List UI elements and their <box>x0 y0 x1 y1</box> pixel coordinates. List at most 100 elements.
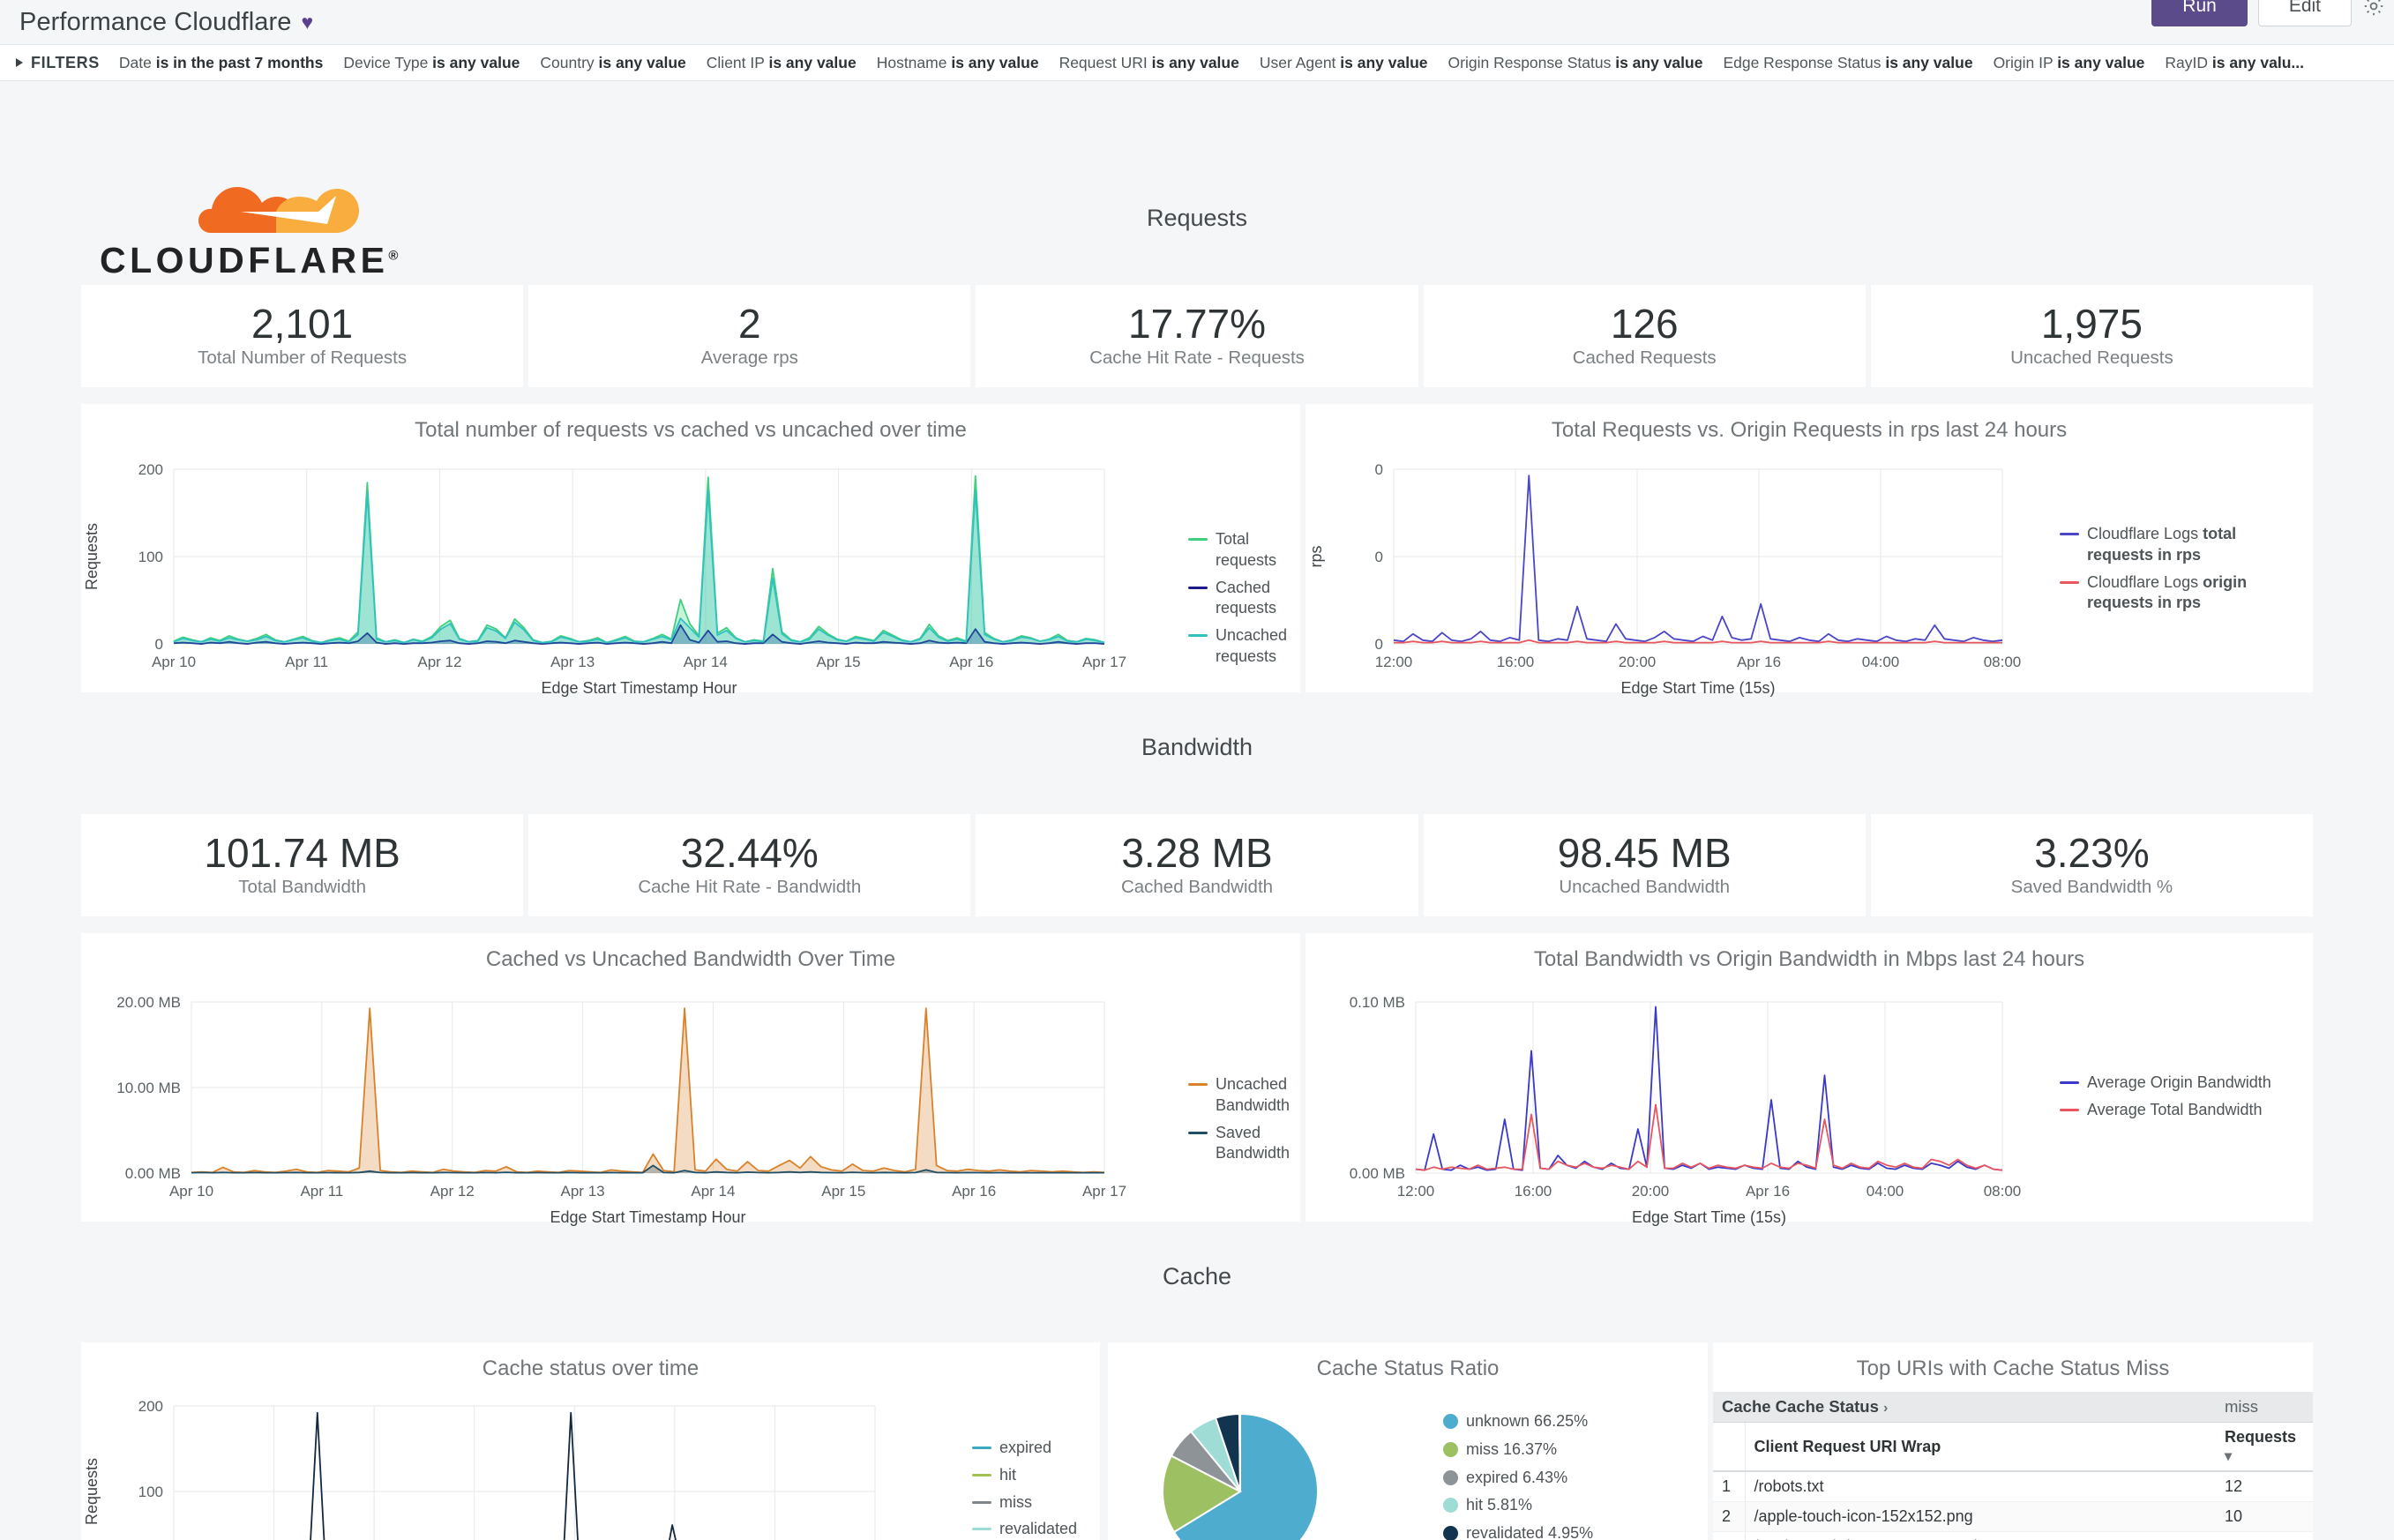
requests-kpi-tile[interactable]: 17.77% Cache Hit Rate - Requests <box>976 285 1418 387</box>
filter-chip[interactable]: Device Type is any value <box>343 53 520 71</box>
legend-item[interactable]: Cached requests <box>1188 578 1300 620</box>
y-tick-label: 200 <box>138 461 163 478</box>
legend-item[interactable]: miss <box>972 1492 1077 1514</box>
legend-item[interactable]: hit 5.81% <box>1443 1495 1593 1516</box>
table-group-header-text: Cache Cache Status <box>1722 1397 1879 1416</box>
cloudflare-cloud-icon <box>195 169 387 235</box>
kpi-label: Cache Hit Rate - Requests <box>1089 348 1305 368</box>
filter-chip[interactable]: Edge Response Status is any value <box>1723 53 1973 71</box>
filter-chip[interactable]: Origin Response Status is any value <box>1448 53 1703 71</box>
requests-kpi-tile[interactable]: 1,975 Uncached Requests <box>1870 285 2314 387</box>
table-col-requests-label: Requests <box>2225 1428 2297 1446</box>
heart-icon[interactable]: ♥ <box>301 10 314 34</box>
y-tick-label: 0 <box>1375 549 1383 565</box>
chevron-right-icon <box>16 58 23 67</box>
chart-requests-vs-origin[interactable]: 0 0 0 12:00 16:00 20:00 Apr 16 04:00 08:00 rps Edg… <box>1305 443 2313 703</box>
legend-label: Cached requests <box>1216 578 1277 617</box>
legend-item[interactable]: unknown 66.25% <box>1443 1411 1593 1432</box>
kpi-value: 126 <box>1610 301 1679 347</box>
bandwidth-kpi-tile[interactable]: 98.45 MB Uncached Bandwidth <box>1423 814 1866 916</box>
series-area <box>174 490 1104 644</box>
legend-item[interactable]: expired 6.43% <box>1443 1468 1593 1489</box>
top-bar-actions: Run Edit <box>2151 0 2385 26</box>
filter-chip[interactable]: RayID is any valu... <box>2165 53 2304 71</box>
edit-button[interactable]: Edit <box>2257 0 2352 26</box>
legend-swatch <box>1443 1469 1458 1485</box>
x-tick-label: 08:00 <box>1984 654 2022 670</box>
x-axis-title: Edge Start Timestamp Hour <box>550 1208 745 1226</box>
legend-label: Total requests <box>1216 530 1277 569</box>
filter-chip[interactable]: Origin IP is any value <box>1993 53 2145 71</box>
filter-chip[interactable]: Request URI is any value <box>1059 53 1239 71</box>
pie-slice[interactable] <box>1162 1454 1243 1534</box>
row-uri[interactable]: /apple-touch-icon-152x152.png <box>1745 1501 2216 1532</box>
x-tick-label: Apr 15 <box>817 654 861 670</box>
filters-toggle[interactable]: FILTERS <box>16 54 100 72</box>
legend-item[interactable]: Uncached requests <box>1188 625 1300 668</box>
legend-item[interactable]: Total requests <box>1188 529 1300 572</box>
bandwidth-kpi-tile[interactable]: 3.23% Saved Bandwidth % <box>1870 814 2314 916</box>
legend-item[interactable]: expired <box>972 1438 1077 1459</box>
legend-label: miss <box>999 1492 1032 1511</box>
table-group-header-label[interactable]: Cache Cache Status › <box>1713 1392 2216 1423</box>
legend-item[interactable]: revalidated 4.95% <box>1443 1523 1593 1540</box>
filter-chip[interactable]: Date is in the past 7 months <box>118 53 324 71</box>
bandwidth-kpi-tile[interactable]: 3.28 MB Cached Bandwidth <box>976 814 1418 916</box>
filter-chip[interactable]: User Agent is any value <box>1259 53 1428 71</box>
kpi-value: 17.77% <box>1128 301 1267 347</box>
top-bar: Performance Cloudflare ♥ Run Edit <box>0 0 2394 44</box>
filter-bar: FILTERS Date is in the past 7 months Devi… <box>0 44 2394 81</box>
cloudflare-wordmark-text: CLOUDFLARE <box>100 240 389 280</box>
row-uri[interactable]: /robots.txt <box>1745 1471 2216 1502</box>
chart-svg: 0.00 MB 0.10 MB 12:00 16:00 20:00 Apr 16 04:00… <box>1350 994 2022 1226</box>
legend-label: expired 6.43% <box>1466 1468 1568 1486</box>
chart-requests-over-time[interactable]: 0 100 200 Apr 10 Apr 11 Apr 12 Apr 13 Apr 14 Apr… <box>81 443 1300 703</box>
bandwidth-kpi-tile[interactable]: 101.74 MB Total Bandwidth <box>81 814 524 916</box>
filter-chip[interactable]: Client IP is any value <box>706 53 857 71</box>
dashboard-canvas: CLOUDFLARE® Requests 2,101 Total Number o… <box>0 81 2394 1540</box>
row-index: 2 <box>1713 1501 1746 1532</box>
pie-slice[interactable] <box>1172 1412 1319 1540</box>
legend-swatch <box>2060 533 2079 535</box>
legend-item[interactable]: Cloudflare Logs origin requests in rps <box>2060 572 2280 615</box>
legend-item[interactable]: Saved Bandwidth <box>1188 1123 1300 1165</box>
chart-bandwidth-over-time[interactable]: 0.00 MB 10.00 MB 20.00 MB Apr 10 Apr 11 Apr 1… <box>81 972 1300 1232</box>
gear-icon[interactable] <box>2362 0 2385 18</box>
section-title-cache: Cache <box>1162 1263 1232 1290</box>
legend-item[interactable]: hit <box>972 1465 1077 1486</box>
legend-swatch <box>1443 1498 1458 1514</box>
row-uri[interactable]: /apple-touch-icon-precomposed.png <box>1745 1531 2216 1540</box>
legend-swatch <box>2060 1108 2079 1111</box>
legend-item[interactable]: revalidated <box>972 1519 1077 1540</box>
legend-item[interactable]: Cloudflare Logs total requests in rps <box>2060 524 2280 566</box>
table-col-requests[interactable]: Requests ▾ <box>2216 1422 2313 1472</box>
chart-bandwidth-vs-origin[interactable]: 0.00 MB 0.10 MB 12:00 16:00 20:00 Apr 16 04:00… <box>1305 972 2313 1232</box>
requests-kpi-tile[interactable]: 2 Average rps <box>528 285 971 387</box>
chart-cache-status-ratio-pie[interactable] <box>1108 1381 1708 1540</box>
y-tick-label: 20.00 MB <box>116 994 181 1011</box>
x-tick-label: Apr 15 <box>821 1183 865 1200</box>
pie-slice[interactable] <box>1238 1412 1241 1492</box>
x-tick-label: 04:00 <box>1862 654 1900 670</box>
series-line <box>310 1411 677 1540</box>
filter-chip[interactable]: Country is any value <box>540 53 686 71</box>
legend-item[interactable]: miss 16.37% <box>1443 1439 1593 1461</box>
legend-item[interactable]: Average Total Bandwidth <box>2060 1100 2289 1121</box>
legend-cache-status-over-time: expiredhitmissrevalidatedunknownupdating <box>972 1438 1077 1540</box>
tile-top-uris: Top URIs with Cache Status Miss Cache Ca… <box>1713 1342 2313 1540</box>
x-tick-label: 16:00 <box>1497 654 1535 670</box>
bandwidth-kpi-tile[interactable]: 32.44% Cache Hit Rate - Bandwidth <box>528 814 971 916</box>
legend-item[interactable]: Uncached Bandwidth <box>1188 1074 1300 1117</box>
requests-kpi-tile[interactable]: 126 Cached Requests <box>1423 285 1866 387</box>
run-button[interactable]: Run <box>2151 0 2248 26</box>
table-row[interactable]: 1/robots.txt 12 <box>1713 1471 2313 1502</box>
legend-item[interactable]: Average Origin Bandwidth <box>2060 1073 2289 1094</box>
table-row[interactable]: 2/apple-touch-icon-152x152.png 10 <box>1713 1501 2313 1532</box>
kpi-label: Cached Requests <box>1572 348 1717 368</box>
table-col-uri[interactable]: Client Request URI Wrap <box>1745 1422 2216 1472</box>
filter-chip[interactable]: Hostname is any value <box>876 53 1039 71</box>
requests-kpi-tile[interactable]: 2,101 Total Number of Requests <box>81 285 524 387</box>
